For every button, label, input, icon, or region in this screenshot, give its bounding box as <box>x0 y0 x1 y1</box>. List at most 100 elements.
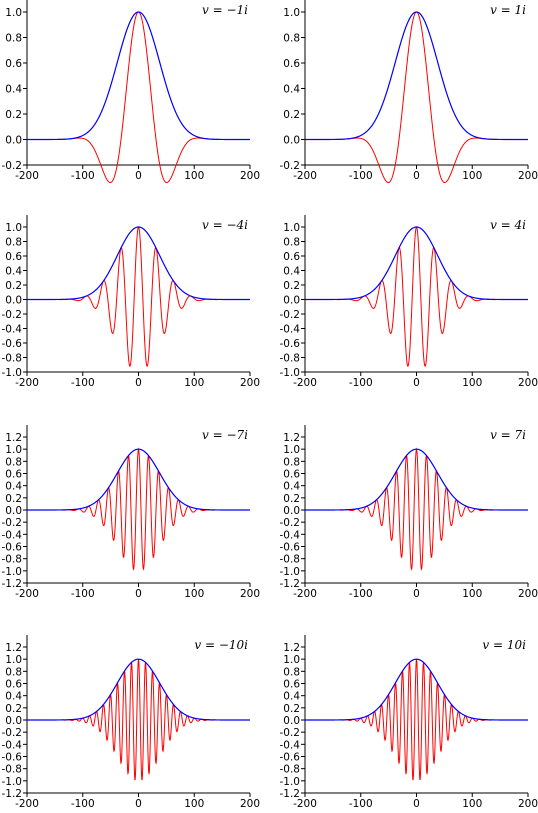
x-tick-label: -100 <box>71 377 95 389</box>
y-tick-label: 1.0 <box>283 654 300 666</box>
y-tick-label: -0.6 <box>2 338 23 350</box>
y-tick-label: -0.8 <box>2 353 23 365</box>
y-tick-label: -0.4 <box>2 739 23 751</box>
x-tick-label: 100 <box>184 377 204 389</box>
series-line-envelope <box>305 658 528 721</box>
y-tick-label: 1.0 <box>5 444 22 456</box>
y-tick-label: -1.2 <box>280 578 301 590</box>
x-tick-label: 0 <box>135 798 142 810</box>
y-tick-label: 0.6 <box>5 58 22 70</box>
panel-title: v = −4i <box>202 218 248 232</box>
x-tick-label: -100 <box>349 798 373 810</box>
y-tick-label: 0.0 <box>5 715 22 727</box>
x-tick-label: 200 <box>240 170 260 182</box>
y-tick-label: -0.4 <box>280 529 301 541</box>
x-tick-label: 200 <box>518 798 538 810</box>
x-tick-label: -200 <box>293 798 317 810</box>
y-tick-label: 0.6 <box>283 469 300 481</box>
y-tick-label: -0.2 <box>280 309 301 321</box>
series-line-envelope <box>305 448 528 511</box>
y-tick-label: 0.4 <box>5 266 22 278</box>
x-tick-label: 200 <box>240 377 260 389</box>
series-line-oscillation <box>27 226 250 367</box>
x-tick-label: 100 <box>184 588 204 600</box>
y-tick-label: -0.4 <box>280 324 301 336</box>
y-tick-label: 1.2 <box>283 432 300 444</box>
y-tick-label: -1.0 <box>2 776 23 788</box>
panel-title: v = 10i <box>482 638 526 652</box>
y-tick-label: -0.6 <box>2 542 23 554</box>
y-tick-label: 0.4 <box>283 84 300 96</box>
chart-panel: -200 -100 0 100 200 -0.2 0.0 0.2 0.4 0.6 0.8 1.0 v =… <box>280 0 538 184</box>
y-tick-label: -0.6 <box>280 752 301 764</box>
y-tick-label: 0.0 <box>283 715 300 727</box>
x-tick-label: 100 <box>462 588 482 600</box>
y-tick-label: 1.0 <box>5 654 22 666</box>
y-tick-label: 0.6 <box>283 58 300 70</box>
y-tick-label: 0.4 <box>5 84 22 96</box>
y-tick-label: 0.4 <box>5 691 22 703</box>
x-tick-label: 0 <box>135 377 142 389</box>
x-tick-label: 100 <box>462 170 482 182</box>
y-tick-label: -0.2 <box>280 160 301 172</box>
y-tick-label: 1.0 <box>283 7 300 19</box>
series-line-envelope <box>27 11 250 141</box>
y-tick-label: 0.6 <box>5 251 22 263</box>
y-tick-label: 0.2 <box>5 703 22 715</box>
y-tick-label: 0.0 <box>283 135 300 147</box>
y-tick-label: -1.0 <box>2 367 23 379</box>
y-tick-label: 0.8 <box>283 456 300 468</box>
y-tick-label: 1.2 <box>5 642 22 654</box>
y-tick-label: 0.4 <box>5 481 22 493</box>
x-tick-label: -200 <box>15 377 39 389</box>
y-tick-label: -0.8 <box>280 353 301 365</box>
x-tick-label: -100 <box>71 798 95 810</box>
x-tick-label: -100 <box>71 588 95 600</box>
chart-panel: -200 -100 0 100 200-1.2-1.0-0.8-0.6-0.4-0.20… <box>2 635 260 810</box>
y-tick-label: 0.2 <box>5 493 22 505</box>
y-tick-label: 0.0 <box>283 295 300 307</box>
y-tick-label: -0.8 <box>2 764 23 776</box>
y-tick-label: -0.6 <box>2 752 23 764</box>
y-tick-label: -0.8 <box>280 554 301 566</box>
series-line-oscillation <box>305 11 528 184</box>
x-tick-label: 200 <box>240 798 260 810</box>
y-tick-label: 0.8 <box>5 666 22 678</box>
x-tick-label: -100 <box>71 170 95 182</box>
y-tick-label: -0.2 <box>280 727 301 739</box>
y-tick-label: 0.8 <box>5 456 22 468</box>
y-tick-label: -0.4 <box>2 324 23 336</box>
chart-panel: -200 -100 0 100 200 -1.0 -0.8 -0.6 -0.4 -0.2 0.0 0.… <box>2 215 260 389</box>
x-tick-label: -200 <box>15 588 39 600</box>
y-tick-label: 0.2 <box>283 493 300 505</box>
chart-panel: -200 -100 0 100 200 -1.0 -0.8 -0.6 -0.4 -0.2 0.0 0.… <box>280 215 538 389</box>
y-tick-label: 0.0 <box>5 295 22 307</box>
panel-title: v = 1i <box>490 3 526 17</box>
series-line-envelope <box>27 448 250 511</box>
x-tick-label: 100 <box>462 377 482 389</box>
y-tick-label: -0.2 <box>280 517 301 529</box>
y-tick-label: 0.2 <box>5 109 22 121</box>
y-tick-label: 0.0 <box>5 135 22 147</box>
y-tick-label: 0.8 <box>283 33 300 45</box>
series-line-oscillation <box>305 447 528 571</box>
y-tick-label: 0.8 <box>283 237 300 249</box>
x-tick-label: -100 <box>349 377 373 389</box>
x-tick-label: -200 <box>15 170 39 182</box>
y-tick-label: -0.6 <box>280 338 301 350</box>
y-tick-label: -0.8 <box>280 764 301 776</box>
chart-panel: -200 -100 0 100 200-1.2-1.0-0.8-0.6-0.4-0.20… <box>280 425 538 600</box>
y-tick-label: 0.2 <box>283 280 300 292</box>
y-tick-label: 1.0 <box>5 7 22 19</box>
x-tick-label: 0 <box>413 798 420 810</box>
y-tick-label: 1.2 <box>283 642 300 654</box>
x-tick-label: 0 <box>135 588 142 600</box>
y-tick-label: 0.8 <box>5 237 22 249</box>
y-tick-label: -0.2 <box>2 727 23 739</box>
chart-panel: -200 -100 0 100 200-1.2-1.0-0.8-0.6-0.4-0.20… <box>2 425 260 600</box>
y-tick-label: 0.6 <box>5 469 22 481</box>
y-tick-label: -0.8 <box>2 554 23 566</box>
x-tick-label: 100 <box>184 798 204 810</box>
panel-title: v = −1i <box>202 3 248 17</box>
